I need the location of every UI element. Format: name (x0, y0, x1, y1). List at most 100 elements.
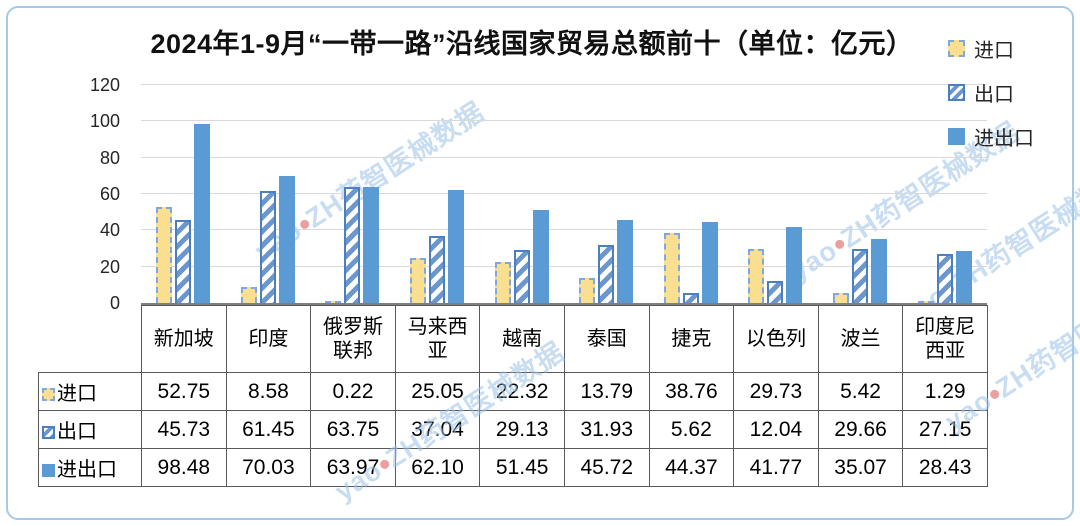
category-header-cell: 印度尼西亚 (902, 305, 988, 373)
value-cell: 22.32 (479, 372, 565, 411)
legend-item-export[interactable]: 出口 (948, 78, 1034, 107)
category-header-cell: 以色列 (733, 305, 819, 373)
bar-total (448, 190, 465, 303)
import-swatch-icon (948, 40, 965, 57)
value-cell: 0.22 (310, 372, 396, 411)
y-tick-label: 60 (99, 184, 120, 204)
bar-group (395, 85, 480, 303)
value-cell: 37.04 (394, 410, 481, 449)
value-cell: 98.48 (141, 448, 227, 487)
export-swatch-icon (948, 84, 965, 101)
bar-total (278, 175, 295, 303)
plot-area (141, 84, 987, 305)
bar-group (226, 85, 311, 303)
value-cell: 25.05 (394, 372, 481, 411)
y-tick-label: 100 (89, 111, 120, 132)
value-cell: 5.42 (817, 372, 904, 411)
table-body: 新加坡 印度 俄罗斯联邦 马来西亚 越南 泰国 捷克 以色列 波兰 印度尼西亚 进口 52.75 8.5… (38, 305, 988, 487)
value-cell: 63.97 (310, 448, 396, 487)
bar-group (733, 85, 818, 303)
bar-import (748, 249, 765, 303)
value-cell: 45.73 (141, 410, 227, 449)
bar-import (917, 300, 934, 303)
row-header-cell: 进出口 (38, 448, 142, 487)
value-cell: 31.93 (563, 410, 650, 449)
gridline (141, 265, 987, 267)
category-header-cell: 马来西亚 (394, 305, 481, 373)
table-row: 进口 52.75 8.58 0.22 25.05 22.32 13.79 38.76 29.73… (38, 372, 988, 411)
bar-group (141, 85, 226, 303)
bar-total (532, 209, 549, 303)
corner-cell (39, 306, 142, 373)
value-cell: 38.76 (648, 372, 735, 411)
value-cell: 29.73 (733, 372, 819, 411)
y-axis-labels: 0 20 40 60 80 100 120 (78, 76, 130, 312)
bar-import (663, 232, 680, 303)
legend-label: 进出口 (974, 128, 1034, 150)
row-header-label: 进口 (57, 383, 97, 405)
gridline (141, 193, 987, 194)
total-swatch-icon (42, 464, 55, 477)
bar-export (513, 250, 530, 303)
bar-group (310, 85, 395, 303)
value-cell: 29.66 (817, 410, 904, 449)
bar-export (767, 281, 784, 303)
bar-total (701, 222, 718, 303)
bar-import (325, 301, 342, 303)
bar-group (818, 85, 903, 303)
category-header-cell: 越南 (479, 305, 565, 373)
category-header-cell: 俄罗斯联邦 (310, 305, 396, 373)
legend: 进口 出口 进出口 (948, 34, 1034, 151)
table-row: 进出口 98.48 70.03 63.97 62.10 51.45 45.72 44.37 41… (38, 448, 988, 487)
row-header-label: 进出口 (57, 459, 117, 481)
bar-export (429, 235, 446, 303)
category-header-cell: 新加坡 (141, 305, 227, 373)
value-cell: 63.75 (310, 410, 396, 449)
value-cell: 35.07 (817, 448, 904, 487)
value-cell: 27.15 (902, 410, 988, 449)
bar-total (363, 186, 380, 303)
category-header-cell: 捷克 (648, 305, 735, 373)
table-header-row: 新加坡 印度 俄罗斯联邦 马来西亚 越南 泰国 捷克 以色列 波兰 印度尼西亚 (39, 305, 988, 373)
value-cell: 28.43 (902, 448, 988, 487)
value-cell: 1.29 (902, 372, 988, 411)
bar-export (175, 219, 192, 303)
gridline (141, 156, 987, 158)
bar-export (598, 245, 615, 303)
value-cell: 8.58 (225, 372, 312, 411)
bar-import (240, 287, 257, 303)
value-cell: 45.72 (563, 448, 650, 487)
export-swatch-icon (42, 426, 55, 439)
legend-label: 进口 (974, 40, 1014, 62)
bar-total (871, 239, 888, 303)
bar-group (649, 85, 734, 303)
category-header-cell: 波兰 (817, 305, 904, 373)
gridline (141, 84, 987, 85)
bar-import (494, 262, 511, 303)
legend-item-import[interactable]: 进口 (948, 34, 1034, 63)
value-cell: 61.45 (225, 410, 312, 449)
gridline (141, 120, 987, 122)
gridline (141, 229, 987, 231)
y-tick-label: 120 (89, 75, 120, 95)
bar-import (833, 293, 850, 303)
category-header-cell: 印度 (225, 305, 312, 373)
import-swatch-icon (42, 388, 55, 401)
bar-total (955, 251, 972, 303)
bar-import (156, 207, 173, 303)
bar-group (564, 85, 649, 303)
value-cell: 13.79 (563, 372, 650, 411)
bar-export (936, 253, 953, 303)
data-table: 新加坡 印度 俄罗斯联邦 马来西亚 越南 泰国 捷克 以色列 波兰 印度尼西亚 进口 52.75 8.5… (38, 305, 988, 487)
bar-total (194, 124, 211, 303)
legend-item-total[interactable]: 进出口 (948, 122, 1034, 151)
total-swatch-icon (948, 128, 965, 145)
legend-label: 出口 (974, 84, 1014, 106)
bar-total (617, 219, 634, 303)
bar-import (579, 277, 596, 303)
page-title: 2024年1-9月“一带一路”沿线国家贸易总额前十（单位：亿元） (150, 29, 914, 59)
table-row: 出口 45.73 61.45 63.75 37.04 29.13 31.93 5.62 12.0… (38, 410, 988, 449)
bar-export (682, 292, 699, 303)
value-cell: 12.04 (733, 410, 819, 449)
